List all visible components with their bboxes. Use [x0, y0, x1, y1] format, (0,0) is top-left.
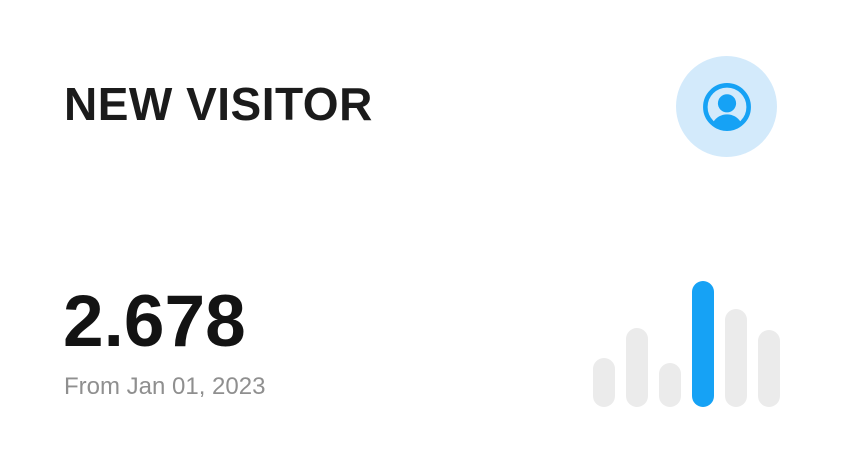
metric-caption: From Jan 01, 2023	[64, 373, 266, 400]
bar-highlighted	[692, 281, 714, 407]
bar	[725, 309, 747, 407]
bar	[758, 330, 780, 407]
user-circle-icon	[702, 82, 751, 131]
visitor-bar-chart	[593, 281, 780, 407]
bar	[593, 358, 615, 407]
bar	[659, 363, 681, 407]
card-title: NEW VISITOR	[64, 78, 373, 130]
metric-value: 2.678	[63, 281, 246, 362]
bar	[626, 328, 648, 407]
user-avatar-badge	[676, 56, 777, 157]
